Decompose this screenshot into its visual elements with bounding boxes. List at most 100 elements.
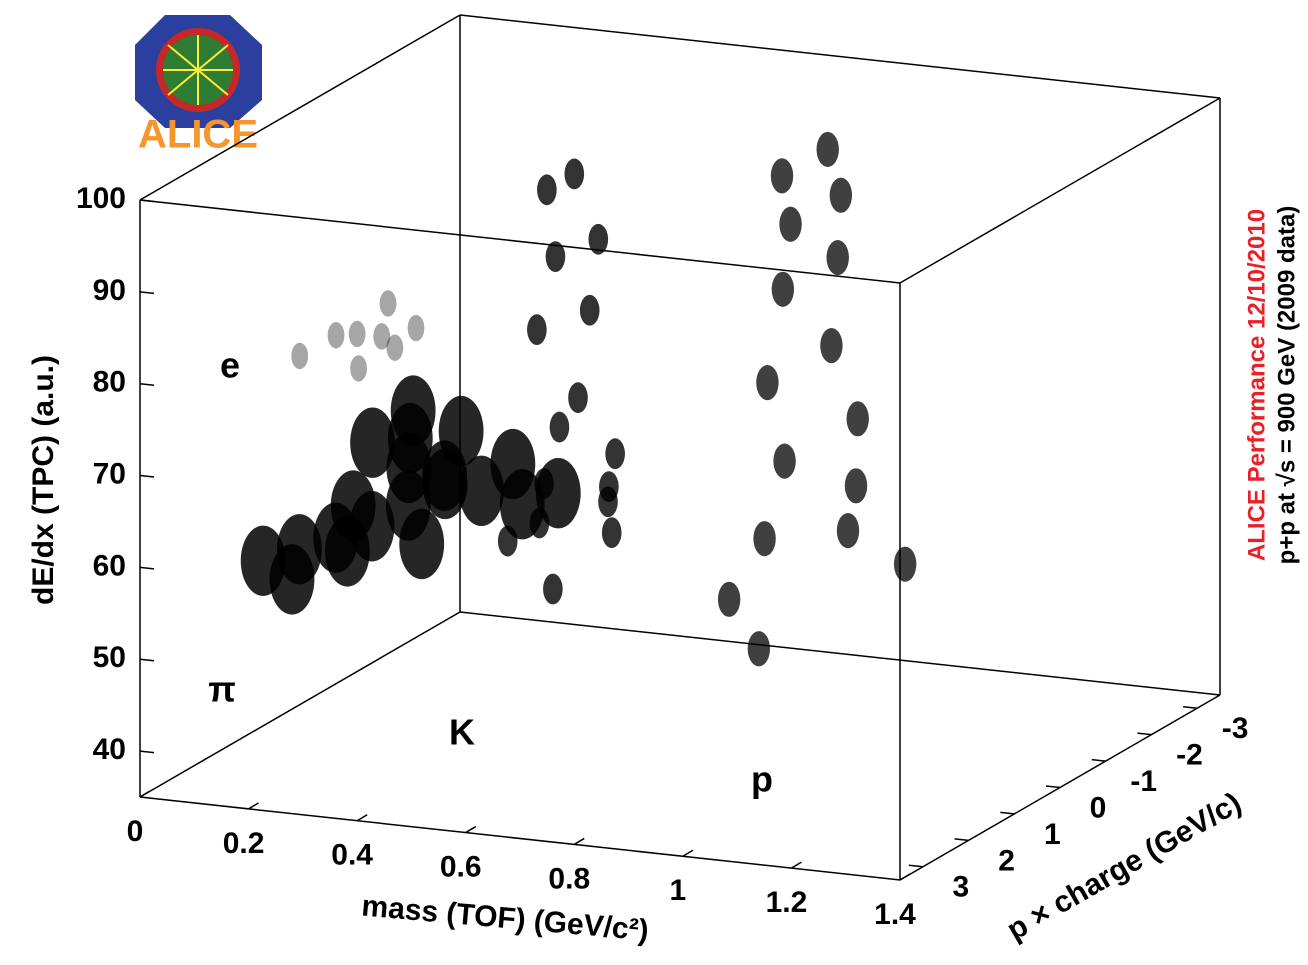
point (770, 158, 794, 194)
point (773, 443, 796, 479)
y-axis-title: p × charge (GeV/c) (1002, 786, 1247, 947)
z-axis-title: dE/dx (TPC) (a.u.) (27, 355, 60, 605)
z-tick-label: 40 (93, 733, 126, 766)
z-tick (139, 382, 155, 386)
point (601, 517, 622, 549)
point (753, 521, 776, 557)
point (373, 323, 391, 350)
x-tick (465, 825, 477, 834)
point (605, 438, 625, 470)
y-tick-label: -2 (1176, 739, 1203, 772)
z-tick (139, 658, 155, 662)
point (846, 401, 869, 437)
x-tick-label: 0.6 (440, 850, 482, 883)
point (836, 513, 860, 549)
point (599, 471, 619, 503)
y-tick-label: 0 (1090, 791, 1107, 824)
point (543, 573, 563, 605)
point (747, 631, 771, 667)
series (240, 375, 581, 615)
performance-label: ALICE Performance 12/10/2010 (1243, 209, 1270, 561)
particle-label: p (751, 759, 773, 800)
z-tick (139, 199, 155, 203)
box-edge (139, 14, 461, 201)
point (291, 342, 309, 370)
particle-label: K (449, 712, 475, 753)
point (893, 546, 917, 582)
y-tick-label: 3 (953, 871, 970, 904)
box-edge (459, 14, 1221, 99)
point (844, 468, 868, 504)
x-tick (682, 849, 694, 857)
y-tick (954, 838, 969, 842)
alice-logo: ALICE (135, 15, 262, 157)
z-tick-label: 100 (76, 182, 126, 215)
y-tick (1091, 758, 1106, 762)
z-tick (139, 566, 155, 570)
point (269, 544, 315, 615)
point (545, 241, 566, 273)
point (756, 365, 779, 401)
point (717, 581, 741, 617)
point (490, 428, 536, 500)
box-edge (899, 97, 1221, 284)
point (820, 328, 843, 364)
point (386, 334, 404, 361)
point (549, 411, 570, 443)
point (568, 382, 588, 414)
y-tick-label: 1 (1044, 818, 1061, 851)
box-edge (139, 796, 901, 881)
box-edge (139, 611, 461, 798)
box-edge (139, 199, 901, 284)
point (537, 174, 557, 206)
z-tick-label: 50 (93, 641, 126, 674)
y-tick-label: -3 (1222, 712, 1249, 745)
y-tick (1000, 811, 1015, 815)
y-tick (1137, 732, 1152, 736)
point (348, 320, 366, 348)
point (527, 314, 547, 346)
y-tick-label: 2 (998, 844, 1015, 877)
point (529, 507, 550, 539)
x-axis-title: mass (TOF) (GeV/c²) (360, 889, 650, 947)
point (534, 468, 554, 500)
x-tick-label: 1.4 (874, 898, 916, 931)
logo-text: ALICE (138, 113, 258, 157)
point (422, 448, 468, 520)
series (717, 131, 917, 667)
x-tick-label: 1.2 (766, 886, 808, 919)
y-tick (908, 864, 923, 868)
box-edge (459, 611, 1221, 696)
x-tick-label: 0.4 (331, 839, 373, 872)
point (350, 355, 367, 382)
x-tick (573, 837, 585, 846)
x-tick (791, 861, 802, 869)
point (826, 239, 849, 276)
x-tick (899, 873, 911, 881)
point (327, 322, 345, 349)
point (579, 294, 600, 326)
point (390, 375, 436, 446)
point (588, 223, 609, 255)
point (379, 290, 397, 317)
point (779, 206, 802, 242)
z-tick (139, 750, 155, 754)
point (497, 525, 518, 557)
z-tick-label: 70 (93, 457, 126, 490)
series (291, 290, 425, 382)
y-tick-label: -1 (1130, 765, 1157, 798)
y-tick (1183, 705, 1198, 709)
z-tick-label: 60 (93, 549, 126, 582)
z-tick (139, 291, 155, 295)
series (497, 158, 625, 605)
x-tick-label: 0.2 (223, 827, 265, 860)
z-tick (139, 474, 155, 478)
dataset-label: p+p at √s = 900 GeV (2009 data) (1273, 206, 1300, 565)
point (330, 470, 376, 541)
point (771, 271, 795, 307)
point (816, 131, 839, 168)
x-tick (356, 814, 368, 822)
point (350, 407, 395, 478)
point (829, 177, 853, 213)
